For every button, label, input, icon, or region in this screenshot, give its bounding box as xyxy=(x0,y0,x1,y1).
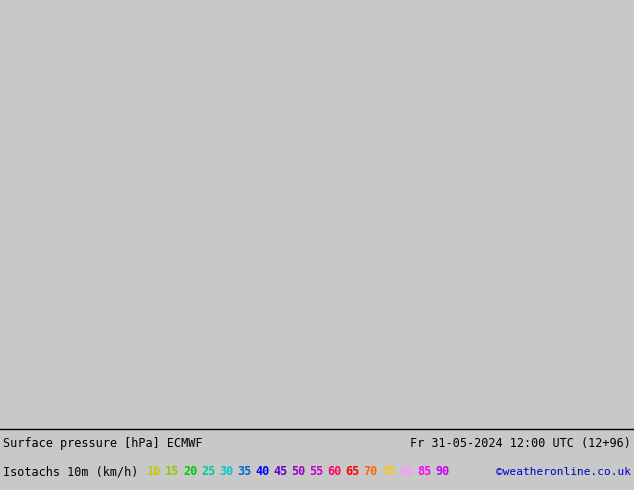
Text: 20: 20 xyxy=(183,466,197,478)
Text: 50: 50 xyxy=(291,466,305,478)
Text: 55: 55 xyxy=(309,466,323,478)
Text: 60: 60 xyxy=(327,466,341,478)
Text: Surface pressure [hPa] ECMWF: Surface pressure [hPa] ECMWF xyxy=(3,438,202,450)
Text: 45: 45 xyxy=(273,466,287,478)
Text: 80: 80 xyxy=(399,466,413,478)
Text: 70: 70 xyxy=(363,466,377,478)
Text: 10: 10 xyxy=(147,466,161,478)
Text: Fr 31-05-2024 12:00 UTC (12+96): Fr 31-05-2024 12:00 UTC (12+96) xyxy=(410,438,631,450)
Text: ©weatheronline.co.uk: ©weatheronline.co.uk xyxy=(496,467,631,477)
Text: 35: 35 xyxy=(237,466,251,478)
Text: 90: 90 xyxy=(435,466,450,478)
Text: 75: 75 xyxy=(381,466,395,478)
Text: 40: 40 xyxy=(255,466,269,478)
Text: Isotachs 10m (km/h): Isotachs 10m (km/h) xyxy=(3,466,138,478)
Text: 15: 15 xyxy=(165,466,179,478)
Text: 65: 65 xyxy=(345,466,359,478)
Text: 85: 85 xyxy=(417,466,431,478)
Text: 25: 25 xyxy=(201,466,216,478)
Text: 30: 30 xyxy=(219,466,233,478)
